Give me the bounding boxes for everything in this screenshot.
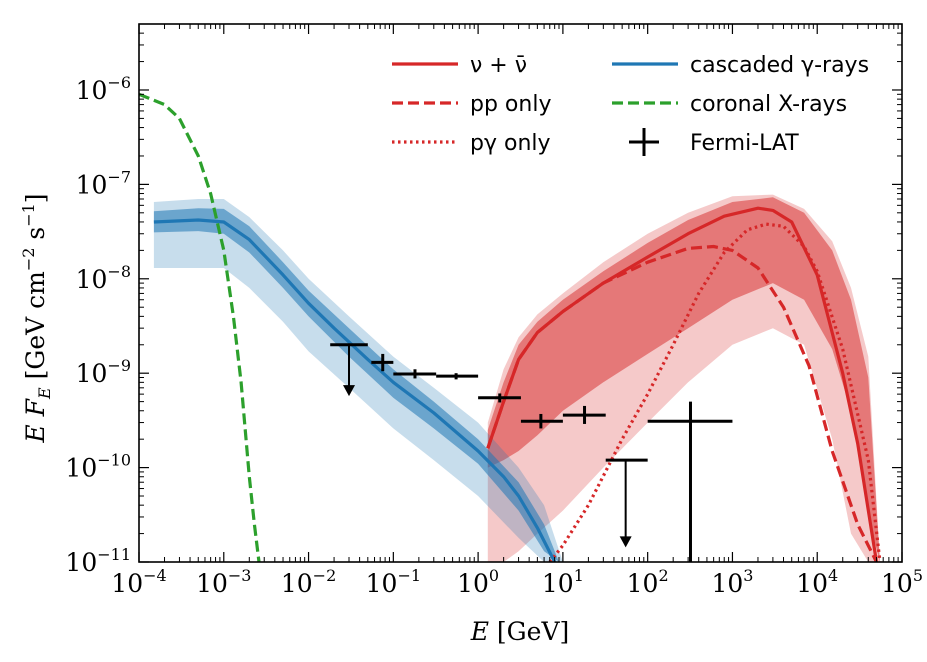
y-tick-label: 10−6 xyxy=(76,73,131,105)
band-inner-band xyxy=(487,197,880,562)
line- xyxy=(486,206,879,562)
legend-label: Fermi-LAT xyxy=(690,131,799,156)
axes: 10−4 10−3 10−2 10−1 100 101 102 103 104 105 10−11 1… xyxy=(65,23,923,598)
legend: ν + ν̄ pp only pγ only cascaded γ-rays coron… xyxy=(392,53,869,156)
line-cascaded-rays xyxy=(153,218,557,562)
y-tick-label: 10−8 xyxy=(76,262,131,294)
x-tick-label: 103 xyxy=(711,566,753,598)
fermi-point xyxy=(562,405,606,424)
x-tick-label: 101 xyxy=(542,566,584,598)
line-pp-only xyxy=(486,244,878,562)
x-tick-label: 10−3 xyxy=(196,566,251,598)
x-tick-label: 10−4 xyxy=(111,566,166,598)
legend-label: pp only xyxy=(470,92,551,117)
uncertainty-bands xyxy=(153,194,880,562)
fermi-point xyxy=(393,369,437,379)
y-tick-label: 10−9 xyxy=(76,356,131,388)
upper-limit-arrowhead xyxy=(619,536,632,548)
fermi-upper-limit xyxy=(605,458,648,548)
x-tick-label: 105 xyxy=(881,566,923,598)
fermi-point xyxy=(478,393,521,403)
model-curves xyxy=(139,92,882,562)
y-axis-label: E FE [GeV cm−2 s−1] xyxy=(19,193,54,443)
legend-entry-cascade: cascaded γ-rays xyxy=(612,53,869,78)
legend-entry-pgamma: pγ only xyxy=(392,131,551,156)
fermi-point xyxy=(436,373,479,380)
x-tick-label: 104 xyxy=(796,566,838,598)
fermi-point xyxy=(647,401,733,562)
y-tick-label: 10−10 xyxy=(65,451,131,483)
legend-entry-neutrino: ν + ν̄ xyxy=(392,53,527,78)
x-tick-label: 100 xyxy=(457,566,499,598)
x-axis-label: E [GeV] xyxy=(470,617,570,646)
legend-entry-fermi: Fermi-LAT xyxy=(629,128,799,156)
x-tick-label: 10−1 xyxy=(366,566,421,598)
band-cascaded-rays-outer-band xyxy=(153,199,563,562)
fermi-point xyxy=(371,353,394,372)
y-tick-label: 10−7 xyxy=(76,167,131,199)
upper-limit-arrowhead xyxy=(343,385,356,397)
line-p-only xyxy=(548,222,882,562)
y-tick-label: 10−11 xyxy=(65,545,131,577)
legend-entry-xray: coronal X-rays xyxy=(612,92,847,117)
x-tick-label: 102 xyxy=(627,566,669,598)
legend-entry-pp: pp only xyxy=(392,92,551,117)
legend-label: cascaded γ-rays xyxy=(690,53,869,78)
fermi-upper-limit xyxy=(330,343,368,397)
line-coronal-x-rays xyxy=(139,92,261,562)
legend-label: coronal X-rays xyxy=(690,92,847,117)
fermi-point xyxy=(520,413,563,429)
x-tick-label: 10−2 xyxy=(281,566,336,598)
legend-label: ν + ν̄ xyxy=(470,53,527,78)
legend-label: pγ only xyxy=(470,131,551,156)
fermi-lat-data xyxy=(330,343,733,562)
